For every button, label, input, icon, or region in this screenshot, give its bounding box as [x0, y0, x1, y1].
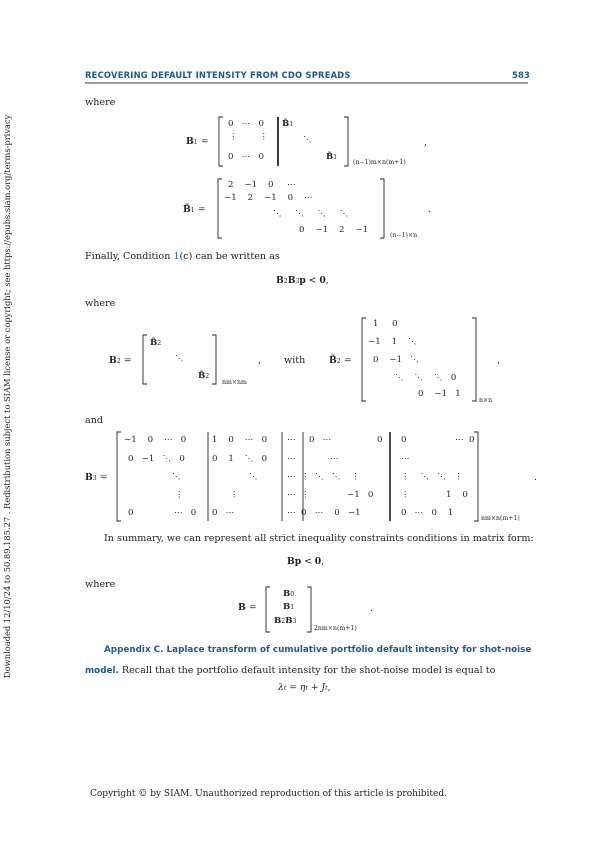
b1-lhs: B1 = — [186, 136, 209, 147]
running-title: RECOVERING DEFAULT INTENSITY FROM CDO SP… — [85, 70, 351, 80]
b3-brackets — [116, 431, 479, 522]
appendix-heading: Appendix C. Laplace transform of cumulat… — [104, 645, 532, 655]
text-finally: Finally, Condition 1(c) can be written a… — [85, 251, 280, 262]
b-brackets — [265, 586, 312, 633]
text-where-1: where — [85, 97, 116, 108]
page-number: 583 — [512, 70, 531, 80]
appendix-paragraph: model. Recall that the portfolio default… — [85, 665, 496, 676]
download-note: Downloaded 12/10/24 to 50.89.185.27 . Re… — [2, 114, 12, 678]
header-rule — [85, 82, 528, 85]
bt2-brackets — [361, 317, 477, 402]
bt1-brackets — [217, 178, 385, 239]
text-summary: In summary, we can represent all strict … — [104, 533, 534, 544]
copyright-footer: Copyright © by SIAM. Unauthorized reprod… — [90, 789, 447, 799]
equation-condition: B2B3p < 0, — [276, 275, 329, 286]
equation-lambda: λt = ηt + Jt, — [278, 682, 331, 693]
bt1-lhs: B̃1 = — [183, 204, 206, 215]
text-with: with — [284, 355, 306, 366]
text-where-3: where — [85, 579, 116, 590]
b1-brackets — [218, 116, 349, 167]
text-where-2: where — [85, 298, 116, 309]
b2-brackets — [142, 334, 217, 385]
equation-bp: Bp < 0, — [287, 556, 325, 567]
text-and: and — [85, 415, 104, 426]
